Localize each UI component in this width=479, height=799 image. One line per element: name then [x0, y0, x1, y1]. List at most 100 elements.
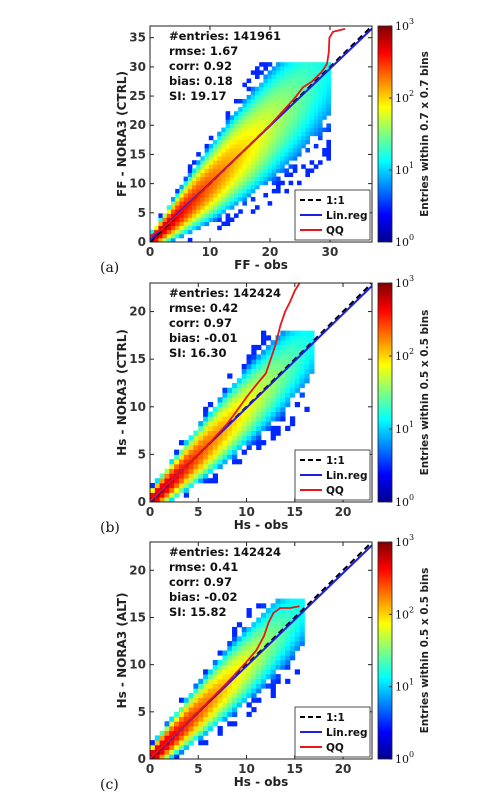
- heatmap-bin: [204, 172, 210, 178]
- heatmap-bin: [265, 344, 272, 351]
- heatmap-bin: [193, 725, 199, 732]
- heatmap-bin: [246, 168, 252, 173]
- heatmap-bin: [225, 168, 231, 173]
- heatmap-bin: [288, 86, 294, 92]
- heatmap-bin: [256, 678, 262, 684]
- heatmap-bin: [256, 669, 262, 675]
- heatmap-bin: [217, 213, 222, 218]
- heatmap-bin: [187, 197, 193, 202]
- heatmap-bin: [229, 205, 235, 210]
- heatmap-bin: [285, 378, 291, 384]
- heatmap-bin: [256, 421, 262, 427]
- heatmap-bin: [187, 180, 193, 186]
- heatmap-bin: [285, 655, 291, 661]
- colorbar-tick-label: 10 0: [395, 493, 414, 509]
- x-tick-label: 15: [286, 505, 303, 519]
- heatmap-bin: [263, 180, 268, 186]
- heatmap-bin: [275, 678, 281, 684]
- heatmap-bin: [267, 115, 273, 120]
- heatmap-bin: [225, 152, 231, 157]
- heatmap-bin: [322, 127, 327, 133]
- heatmap-bin: [203, 707, 209, 713]
- heatmap-bin: [251, 674, 257, 680]
- heatmap-bin: [198, 430, 204, 436]
- heatmap-bin: [267, 172, 273, 178]
- heatmap-bin: [259, 119, 264, 124]
- heatmap-bin: [309, 119, 315, 124]
- heatmap-bin: [259, 156, 264, 161]
- heatmap-bin: [212, 478, 218, 484]
- heatmap-bin: [225, 143, 231, 149]
- heatmap-bin: [251, 359, 257, 365]
- heatmap-bin: [227, 697, 233, 703]
- heatmap-bin: [183, 707, 190, 713]
- heatmap-bin: [234, 213, 239, 218]
- heatmap-bin: [280, 645, 286, 651]
- heatmap-bin: [270, 359, 276, 365]
- heatmap-bin: [276, 103, 281, 108]
- heatmap-bin: [270, 387, 276, 393]
- heatmap-bin: [256, 641, 262, 647]
- y-tick-label: 5: [138, 447, 146, 461]
- heatmap-bin: [250, 123, 256, 128]
- heatmap-bin: [234, 123, 239, 128]
- heatmap-bin: [196, 164, 201, 169]
- heatmap-bin: [207, 478, 214, 484]
- heatmap-bin: [221, 172, 226, 178]
- heatmap-bin: [305, 94, 310, 100]
- heatmap-bin: [261, 622, 267, 628]
- colorbar-tick-base: 10: [395, 350, 409, 363]
- heatmap-bin: [234, 172, 239, 178]
- heatmap-bin: [292, 143, 298, 149]
- heatmap-bin: [280, 139, 285, 145]
- heatmap-bin: [280, 180, 285, 186]
- heatmap-bin: [326, 127, 331, 133]
- heatmap-bin: [265, 387, 272, 393]
- heatmap-bin: [174, 449, 180, 455]
- heatmap-bin: [270, 397, 276, 403]
- heatmap-bin: [229, 131, 235, 137]
- heatmap-bin: [221, 201, 226, 206]
- heatmap-bin: [154, 744, 161, 750]
- heatmap-bin: [322, 62, 327, 67]
- heatmap-bin: [232, 402, 238, 408]
- heatmap-bin: [261, 406, 267, 412]
- colorbar-tick-exponent: 2: [409, 347, 414, 356]
- heatmap-bin: [236, 645, 243, 651]
- heatmap-bin: [183, 449, 190, 455]
- heatmap-bin: [256, 363, 262, 370]
- heatmap-bin: [275, 612, 281, 618]
- heatmap-bin: [192, 192, 197, 198]
- plot-frame: [149, 25, 373, 243]
- heatmap-bin: [297, 78, 302, 84]
- heatmap-bin: [305, 98, 310, 104]
- heatmap-bin: [246, 416, 252, 422]
- heatmap-bin: [251, 636, 257, 642]
- heatmap-bin: [322, 78, 327, 84]
- heatmap-bin: [270, 435, 276, 441]
- heatmap-bin: [246, 164, 252, 169]
- colorbar-tick-base: 10: [395, 536, 409, 549]
- legend-entry: 1:1: [326, 195, 345, 207]
- heatmap-bin: [232, 459, 238, 465]
- heatmap-bin: [288, 156, 294, 161]
- heatmap-bin: [263, 111, 268, 116]
- heatmap-bin: [208, 156, 214, 161]
- heatmap-bin: [271, 115, 277, 120]
- heatmap-bin: [250, 131, 256, 137]
- heatmap-bin: [251, 622, 257, 628]
- heatmap-bin: [267, 111, 273, 116]
- heatmap-bin: [299, 344, 305, 351]
- heatmap-bin: [208, 205, 214, 210]
- heatmap-bin: [232, 645, 238, 651]
- heatmap-bin: [171, 209, 176, 214]
- heatmap-bin: [213, 168, 218, 173]
- heatmap-bin: [227, 440, 233, 446]
- heatmap-bin: [259, 107, 264, 112]
- heatmap-bin: [225, 160, 231, 165]
- heatmap-bin: [322, 115, 327, 120]
- heatmap-bin: [271, 107, 277, 112]
- heatmap-bin: [265, 669, 272, 675]
- heatmap-bin: [238, 197, 243, 202]
